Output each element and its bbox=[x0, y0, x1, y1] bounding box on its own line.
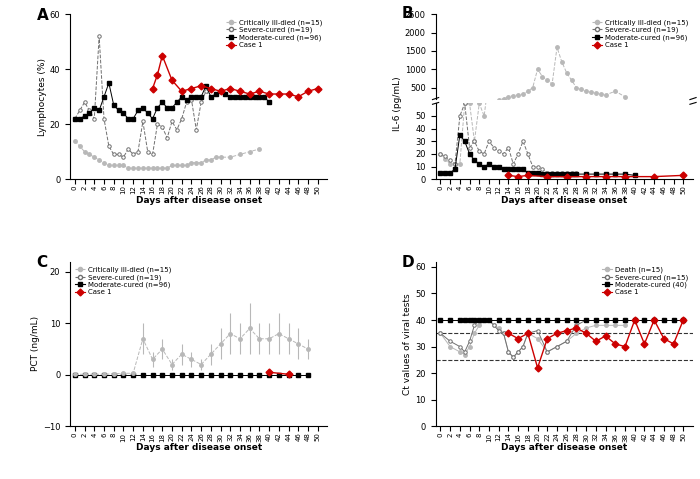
Y-axis label: Lymphocytes (%): Lymphocytes (%) bbox=[38, 58, 47, 136]
Legend: Critically ill-died (n=15), Severe-cured (n=19), Moderate-cured (n=96), Case 1: Critically ill-died (n=15), Severe-cured… bbox=[225, 18, 324, 49]
Text: C: C bbox=[36, 255, 48, 270]
Text: B: B bbox=[402, 6, 414, 21]
Text: D: D bbox=[402, 255, 414, 270]
X-axis label: Days after disease onset: Days after disease onset bbox=[136, 443, 262, 452]
Legend: Critically ill-died (n=15), Severe-cured (n=19), Moderate-cured (n=96), Case 1: Critically ill-died (n=15), Severe-cured… bbox=[74, 265, 173, 297]
Y-axis label: IL-6 (pg/mL): IL-6 (pg/mL) bbox=[393, 76, 402, 131]
Y-axis label: PCT (ng/mL): PCT (ng/mL) bbox=[31, 316, 40, 372]
Legend: Death (n=15), Severe-cured (n=15), Moderate-cured (40), Case 1: Death (n=15), Severe-cured (n=15), Moder… bbox=[601, 265, 690, 297]
Y-axis label: Ct values of viral tests: Ct values of viral tests bbox=[403, 293, 412, 395]
X-axis label: Days after disease onset: Days after disease onset bbox=[501, 443, 627, 452]
X-axis label: Days after disease onset: Days after disease onset bbox=[136, 196, 262, 205]
Text: A: A bbox=[36, 8, 48, 23]
X-axis label: Days after disease onset: Days after disease onset bbox=[501, 196, 627, 205]
Legend: Critically ill-died (n=15), Severe-cured (n=19), Moderate-cured (n=96), Case 1: Critically ill-died (n=15), Severe-cured… bbox=[590, 18, 690, 49]
